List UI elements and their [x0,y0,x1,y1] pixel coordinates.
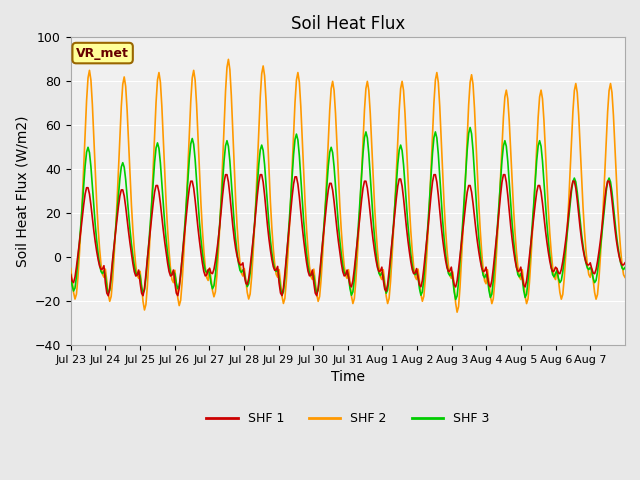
Y-axis label: Soil Heat Flux (W/m2): Soil Heat Flux (W/m2) [15,116,29,267]
Title: Soil Heat Flux: Soil Heat Flux [291,15,405,33]
X-axis label: Time: Time [331,371,365,384]
Legend: SHF 1, SHF 2, SHF 3: SHF 1, SHF 2, SHF 3 [202,407,494,430]
Text: VR_met: VR_met [76,47,129,60]
